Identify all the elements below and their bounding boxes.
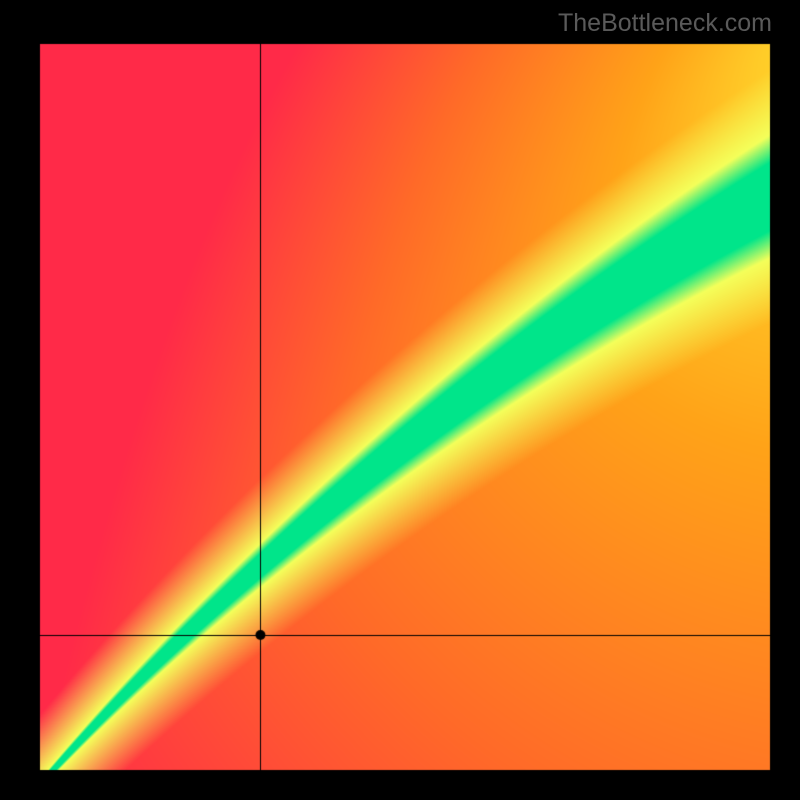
bottleneck-heatmap bbox=[0, 0, 800, 800]
watermark-text: TheBottleneck.com bbox=[558, 9, 772, 38]
chart-container: TheBottleneck.com bbox=[0, 0, 800, 800]
